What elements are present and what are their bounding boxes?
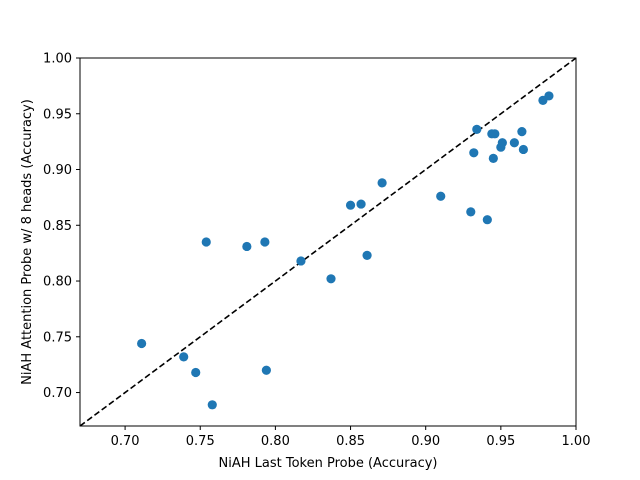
- plot-area: 0.70 0.75 0.80 0.85 0.90 0.95 1.00 0.70 0.75 0.80…: [43, 52, 590, 450]
- y-tick-label-3: 0.85: [43, 219, 72, 234]
- data-point-14: [436, 191, 446, 201]
- data-point-8: [296, 256, 306, 266]
- data-point-28: [544, 91, 554, 101]
- data-point-17: [472, 124, 482, 134]
- data-point-24: [509, 138, 519, 148]
- x-tick-label-3: 0.85: [336, 434, 365, 449]
- x-tick-label-5: 0.95: [486, 434, 515, 449]
- data-point-12: [362, 250, 372, 260]
- y-tick-label-4: 0.90: [43, 163, 72, 178]
- reference-diagonal-line: [79, 57, 577, 427]
- data-point-2: [191, 367, 201, 378]
- data-point-4: [207, 400, 217, 410]
- y-tick-label-5: 0.95: [43, 107, 72, 122]
- data-point-11: [356, 199, 366, 209]
- y-tick-label-0: 0.70: [43, 386, 72, 401]
- x-tick-label-0: 0.70: [111, 434, 140, 449]
- y-tick-label-6: 1.00: [43, 52, 72, 67]
- x-tick-label-6: 1.00: [562, 434, 591, 449]
- data-point-7: [261, 365, 271, 375]
- data-point-15: [466, 207, 476, 217]
- y-tick-label-2: 0.80: [43, 275, 72, 290]
- plot-frame: [79, 57, 577, 427]
- x-axis-label: NiAH Last Token Probe (Accuracy): [219, 456, 438, 471]
- x-tick-label-1: 0.75: [186, 434, 215, 449]
- data-point-10: [345, 200, 356, 210]
- y-tick-label-1: 0.75: [43, 330, 72, 345]
- data-point-18: [482, 215, 492, 225]
- x-tick-label-2: 0.80: [261, 434, 290, 449]
- data-point-20: [490, 129, 500, 139]
- data-point-26: [518, 144, 528, 155]
- data-point-1: [179, 352, 189, 362]
- data-point-0: [137, 338, 147, 349]
- data-point-9: [326, 274, 336, 284]
- data-point-5: [242, 241, 252, 252]
- data-point-3: [201, 237, 211, 247]
- y-axis-label: NiAH Attention Probe w/ 8 heads (Accurac…: [20, 99, 35, 385]
- data-point-13: [377, 178, 387, 188]
- data-point-23: [497, 138, 507, 148]
- x-tick-label-4: 0.90: [411, 434, 440, 449]
- data-point-25: [517, 127, 527, 137]
- data-point-6: [260, 237, 270, 247]
- data-point-21: [488, 153, 498, 163]
- data-point-16: [469, 148, 479, 158]
